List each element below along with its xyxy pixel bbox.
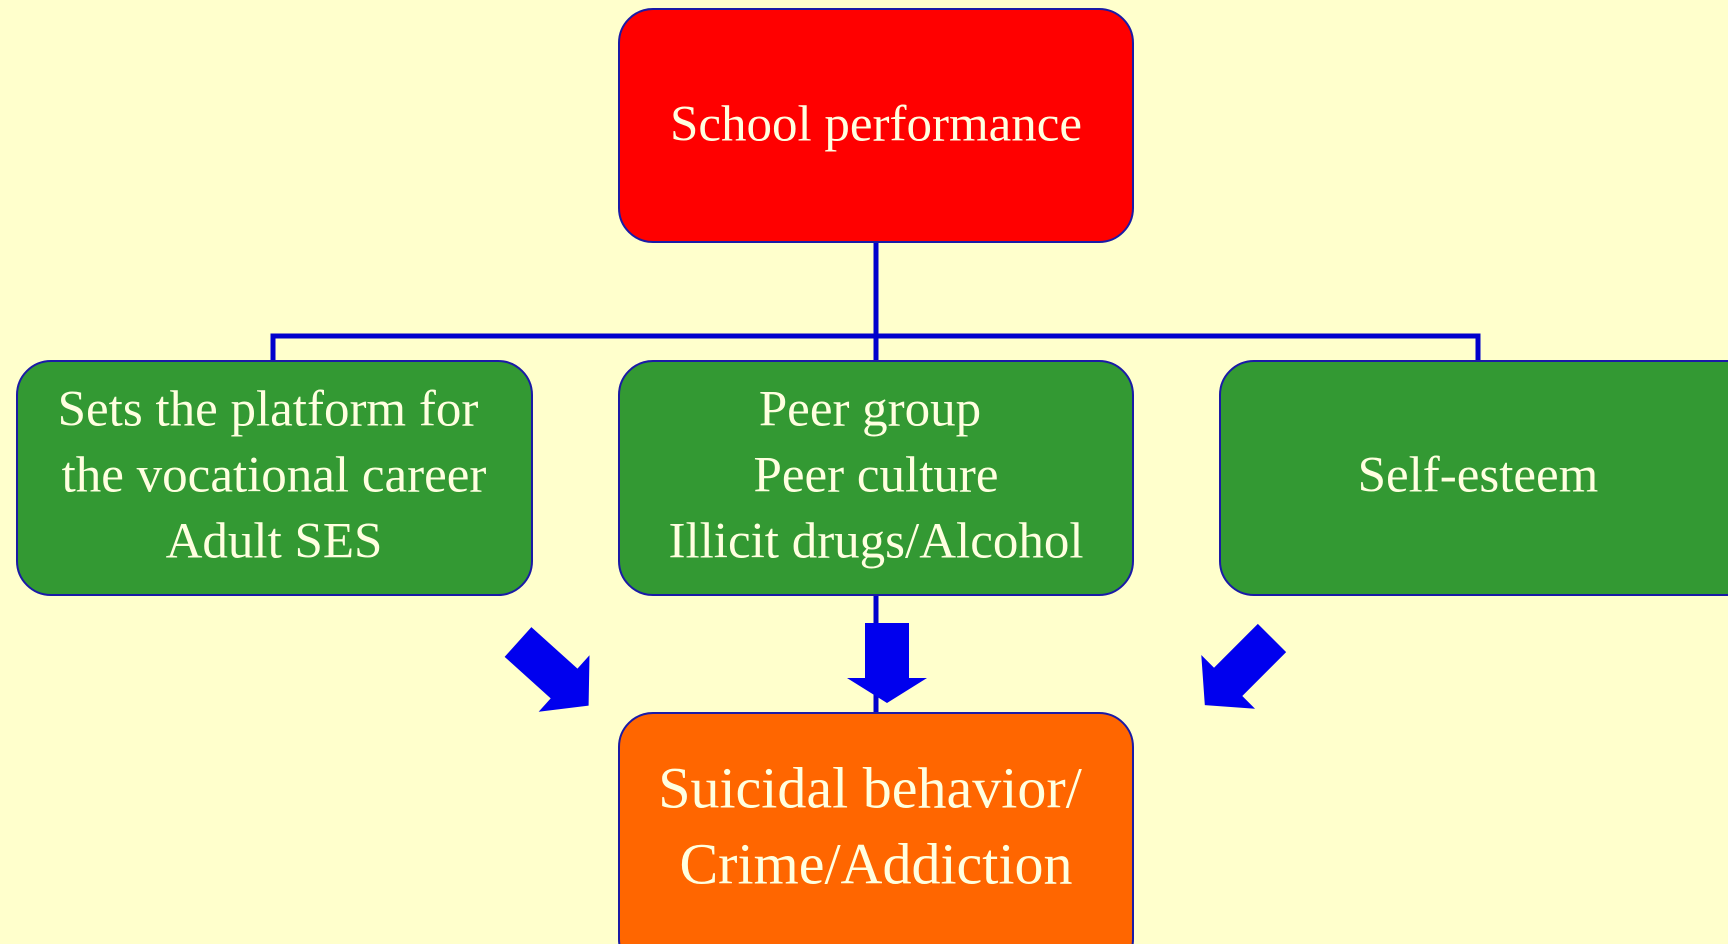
node-box <box>618 360 1134 596</box>
node-box <box>618 8 1134 243</box>
arrow <box>847 623 927 703</box>
node-label: Peer group <box>759 382 981 438</box>
node-box <box>16 360 533 596</box>
node-label: Self-esteem <box>1358 448 1599 504</box>
node-label: Crime/Addiction <box>679 831 1072 896</box>
node-label: Adult SES <box>166 514 383 570</box>
node-label: School performance <box>670 97 1082 153</box>
node-label: the vocational career <box>62 448 487 504</box>
connector <box>270 242 1481 361</box>
node-box <box>1219 360 1728 596</box>
node-label: Peer culture <box>754 448 999 504</box>
node-label: Sets the platform for <box>58 382 479 438</box>
node-box <box>618 712 1134 944</box>
arrow <box>504 627 590 712</box>
node-label: Illicit drugs/Alcohol <box>668 514 1083 570</box>
arrow <box>1201 623 1287 709</box>
node-label: Suicidal behavior/ <box>658 755 1083 820</box>
